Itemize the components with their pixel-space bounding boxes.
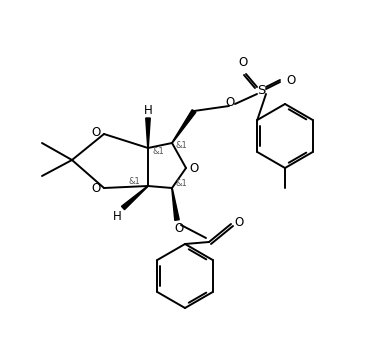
Text: O: O [238, 57, 247, 69]
Text: H: H [113, 209, 122, 222]
Text: H: H [143, 104, 152, 116]
Text: S: S [257, 84, 265, 98]
Text: &1: &1 [175, 141, 187, 151]
Text: &1: &1 [152, 147, 164, 157]
Polygon shape [146, 118, 150, 148]
Text: O: O [234, 215, 243, 229]
Text: O: O [92, 183, 101, 195]
Text: O: O [174, 222, 184, 236]
Polygon shape [172, 110, 196, 143]
Text: &1: &1 [128, 177, 140, 185]
Text: O: O [92, 126, 101, 140]
Text: O: O [287, 74, 296, 88]
Polygon shape [122, 186, 148, 210]
Polygon shape [172, 188, 179, 220]
Text: &1: &1 [175, 179, 187, 188]
Text: O: O [225, 96, 235, 110]
Text: O: O [189, 162, 198, 174]
